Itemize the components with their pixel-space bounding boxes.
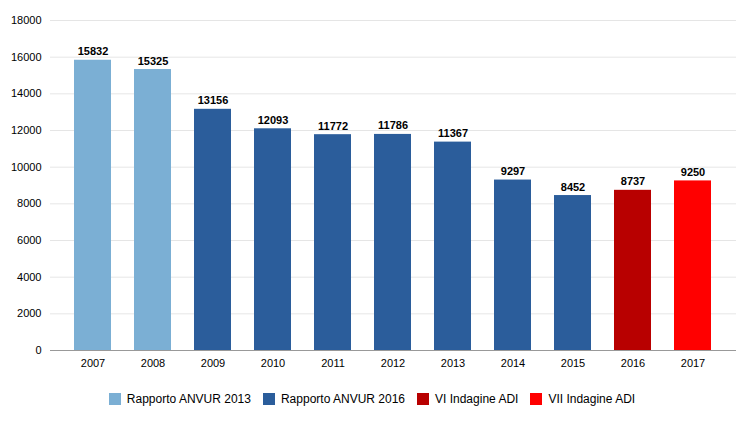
svg-text:2007: 2007 bbox=[81, 357, 105, 369]
svg-text:2009: 2009 bbox=[201, 357, 225, 369]
svg-text:9250: 9250 bbox=[681, 166, 705, 178]
svg-text:2012: 2012 bbox=[381, 357, 405, 369]
svg-text:18000: 18000 bbox=[11, 14, 42, 26]
svg-text:11786: 11786 bbox=[378, 119, 408, 131]
svg-text:11367: 11367 bbox=[438, 127, 468, 139]
svg-text:12000: 12000 bbox=[11, 124, 42, 136]
svg-text:6000: 6000 bbox=[17, 234, 41, 246]
svg-text:2013: 2013 bbox=[441, 357, 465, 369]
svg-text:2017: 2017 bbox=[681, 357, 705, 369]
svg-text:4000: 4000 bbox=[17, 271, 41, 283]
svg-text:10000: 10000 bbox=[11, 161, 42, 173]
svg-text:11772: 11772 bbox=[318, 120, 348, 132]
svg-text:8452: 8452 bbox=[561, 181, 585, 193]
svg-text:9297: 9297 bbox=[501, 165, 525, 177]
html-text:Rapporto ANVUR 2016: Rapporto ANVUR 2016 bbox=[280, 391, 405, 406]
svg-text:13156: 13156 bbox=[198, 94, 229, 106]
svg-text:2011: 2011 bbox=[321, 357, 345, 369]
html-text:VI Indagine ADI: VI Indagine ADI bbox=[435, 391, 519, 406]
svg-text:2010: 2010 bbox=[261, 357, 285, 369]
svg-text:2014: 2014 bbox=[501, 357, 525, 369]
html-text:Rapporto ANVUR 2013: Rapporto ANVUR 2013 bbox=[126, 391, 251, 406]
svg-text:2015: 2015 bbox=[561, 357, 585, 369]
svg-text:8737: 8737 bbox=[621, 175, 645, 187]
svg-text:12093: 12093 bbox=[258, 114, 289, 126]
html-text:VII Indagine ADI: VII Indagine ADI bbox=[548, 391, 636, 406]
svg-text:8000: 8000 bbox=[17, 197, 41, 209]
svg-text:14000: 14000 bbox=[11, 87, 42, 99]
svg-text:2008: 2008 bbox=[141, 357, 165, 369]
svg-text:2016: 2016 bbox=[621, 357, 645, 369]
svg-text:15325: 15325 bbox=[138, 55, 169, 67]
svg-text:15832: 15832 bbox=[78, 45, 109, 57]
svg-text:0: 0 bbox=[35, 344, 41, 356]
svg-text:2000: 2000 bbox=[17, 307, 41, 319]
svg-text:16000: 16000 bbox=[11, 51, 42, 63]
